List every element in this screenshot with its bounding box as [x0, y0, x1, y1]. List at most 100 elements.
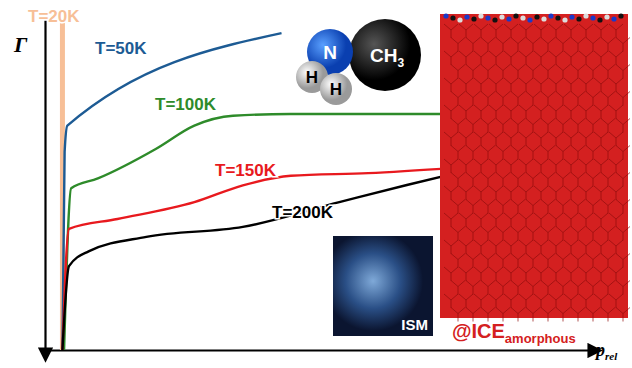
ice-bond — [519, 240, 533, 254]
ice-bond — [451, 200, 465, 214]
ice-bond — [616, 146, 630, 160]
ice-bond — [466, 254, 480, 268]
ice-bond — [609, 132, 623, 146]
ice-bond — [511, 227, 525, 241]
ice-bond — [489, 159, 503, 173]
ice-bond — [459, 267, 473, 281]
annotation-text: H — [330, 80, 342, 99]
ice-bond — [616, 254, 630, 268]
ice-bond — [586, 38, 600, 52]
surface-atom — [506, 16, 511, 21]
ice-bond — [489, 267, 503, 281]
ice-bond — [616, 200, 630, 214]
ice-bond — [511, 65, 525, 79]
chart: T=20KT=50KT=100KT=150KT=200KΓprelNCH3HHI… — [0, 0, 632, 368]
ice-bond — [579, 51, 593, 65]
labels: T=20KT=50KT=100KT=150KT=200KΓprelNCH3HHI… — [13, 7, 618, 362]
ice-bond — [579, 186, 593, 200]
ice-surface — [443, 13, 623, 22]
ice-bond — [444, 240, 458, 254]
ice-bond — [556, 38, 570, 52]
ice-bond — [586, 119, 600, 133]
ice-bond — [586, 254, 600, 268]
ice-bond — [511, 254, 525, 268]
ice-bond — [564, 132, 578, 146]
ice-bond — [489, 213, 503, 227]
ice-bond — [496, 38, 510, 52]
ice-bond — [474, 132, 488, 146]
ice-bond — [586, 65, 600, 79]
ice-bond — [511, 308, 525, 322]
ice-bond — [609, 186, 623, 200]
ice-bond — [526, 146, 540, 160]
ice-bond — [609, 24, 623, 38]
ice-bond — [571, 65, 585, 79]
axis-line — [44, 21, 46, 351]
ice-bond — [579, 294, 593, 308]
ice-bond — [571, 119, 585, 133]
ice-bond — [601, 281, 615, 295]
plot-area — [62, 20, 454, 350]
ice-bond — [549, 240, 563, 254]
ice-bond — [519, 78, 533, 92]
ice-bond — [481, 227, 495, 241]
ice-bond — [466, 65, 480, 79]
ice-bond — [564, 240, 578, 254]
ice-bond — [451, 227, 465, 241]
ice-bond — [609, 159, 623, 173]
ice-bond — [601, 119, 615, 133]
ice-bond — [534, 78, 548, 92]
surface-atom — [527, 17, 532, 22]
surface-atom — [555, 15, 560, 20]
ice-bond — [519, 267, 533, 281]
ice-bond — [556, 65, 570, 79]
ice-bond — [586, 146, 600, 160]
ice-bond — [541, 65, 555, 79]
ice-bond — [586, 227, 600, 241]
ice-bond — [549, 186, 563, 200]
ice-bond — [594, 105, 608, 119]
ice-bond — [586, 281, 600, 295]
ice-bond — [466, 146, 480, 160]
ice-bond — [564, 186, 578, 200]
ice-bond — [451, 281, 465, 295]
ice-bond — [541, 308, 555, 322]
surface-atom — [611, 16, 616, 21]
ice-bond — [526, 173, 540, 187]
ice-bond — [459, 105, 473, 119]
ice-bond — [489, 24, 503, 38]
ice-bond — [616, 227, 630, 241]
ice-bond — [489, 132, 503, 146]
ice-bond — [541, 227, 555, 241]
ice-bond — [459, 51, 473, 65]
ice-bond — [609, 294, 623, 308]
y-axis — [45, 21, 46, 351]
isotherm — [64, 114, 454, 350]
series-label: T=50K — [95, 39, 147, 58]
surface-atom — [485, 15, 490, 20]
ice-bond — [459, 186, 473, 200]
ice-bond — [526, 227, 540, 241]
axis-line — [46, 349, 591, 351]
ice-bond — [481, 38, 495, 52]
ice-bond — [616, 281, 630, 295]
ice-bond — [451, 65, 465, 79]
surface-atom — [520, 15, 525, 20]
ice-bond — [556, 173, 570, 187]
ice-bond — [541, 200, 555, 214]
ice-bond — [586, 173, 600, 187]
ice-bond — [549, 213, 563, 227]
ice-bond — [496, 173, 510, 187]
ice-bond — [481, 173, 495, 187]
ice-bond — [616, 38, 630, 52]
surface-atom — [590, 15, 595, 20]
ice-bond — [609, 78, 623, 92]
ice-bond — [616, 173, 630, 187]
surface-atom — [583, 13, 588, 18]
ice-bond — [444, 24, 458, 38]
ice-bond — [451, 146, 465, 160]
ice-lattice — [444, 24, 630, 322]
ice-bond — [609, 51, 623, 65]
ice-bond — [526, 38, 540, 52]
surface-atom — [450, 15, 455, 20]
